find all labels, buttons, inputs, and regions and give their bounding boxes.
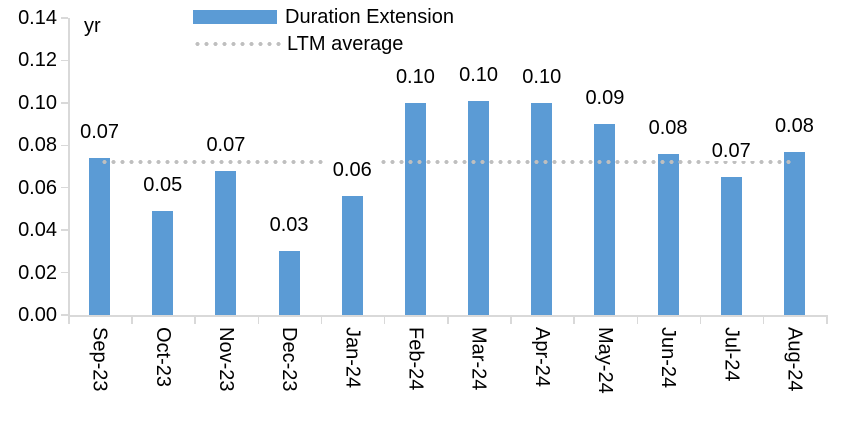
bar-apr-24 bbox=[531, 102, 553, 315]
x-axis-tick-mark bbox=[194, 315, 196, 324]
y-axis-tick-mark bbox=[61, 59, 68, 62]
legend-series-label: Duration Extension bbox=[285, 5, 454, 28]
x-axis-tick-mark bbox=[320, 315, 323, 324]
x-axis-category-label: Oct-23 bbox=[151, 327, 174, 388]
x-axis-tick-mark bbox=[510, 315, 512, 324]
bar-value-label: 0.05 bbox=[134, 175, 191, 196]
x-axis-category-label: Apr-24 bbox=[530, 327, 553, 388]
x-axis-category-label: Jan-24 bbox=[341, 327, 364, 389]
y-axis-tick-label: 0.02 bbox=[18, 261, 57, 284]
x-axis-category-label: May-24 bbox=[593, 327, 616, 394]
y-axis-tick-label: 0.12 bbox=[18, 49, 57, 72]
legend-bar-swatch-icon bbox=[193, 9, 277, 24]
y-axis-tick-mark bbox=[61, 186, 68, 189]
y-axis-tick-mark bbox=[61, 144, 68, 147]
bar-value-label: 0.10 bbox=[387, 66, 444, 87]
y-axis-tick-mark bbox=[61, 229, 68, 231]
x-axis-category-label: Mar-24 bbox=[467, 327, 490, 391]
x-axis-tick-mark bbox=[68, 315, 70, 324]
x-axis-category-label: Nov-23 bbox=[214, 327, 237, 392]
bar-value-label: 0.10 bbox=[513, 66, 570, 87]
y-axis-tick-label: 0.00 bbox=[18, 304, 57, 326]
x-axis-tick-mark bbox=[131, 315, 133, 324]
bar-jun-24 bbox=[657, 153, 679, 315]
x-axis-tick-mark bbox=[383, 315, 386, 324]
bar-value-label: 0.07 bbox=[703, 141, 760, 162]
x-axis-category-label: Dec-23 bbox=[278, 327, 301, 392]
x-axis-tick-mark bbox=[573, 315, 575, 324]
x-axis-category-label: Aug-24 bbox=[783, 327, 806, 392]
bar-feb-24 bbox=[404, 102, 426, 315]
x-axis-tick-mark bbox=[762, 315, 765, 324]
y-axis-tick-mark bbox=[61, 271, 68, 274]
x-axis-tick-mark bbox=[826, 315, 828, 324]
bar-aug-24 bbox=[783, 151, 805, 315]
bar-jul-24 bbox=[720, 177, 742, 315]
ltm-average-line bbox=[99, 160, 795, 165]
bar-value-label: 0.10 bbox=[450, 64, 507, 85]
bar-nov-23 bbox=[215, 170, 237, 315]
bar-value-label: 0.09 bbox=[576, 88, 633, 109]
y-axis-unit-label: yr bbox=[84, 15, 101, 37]
bar-mar-24 bbox=[468, 100, 490, 315]
x-axis-tick-mark bbox=[257, 315, 259, 324]
bar-value-label: 0.07 bbox=[197, 134, 254, 155]
x-axis-tick-mark bbox=[636, 315, 638, 324]
legend-average-label: LTM average bbox=[287, 32, 404, 55]
bar-may-24 bbox=[594, 124, 616, 315]
x-axis-category-label: Jun-24 bbox=[657, 327, 680, 389]
legend-item-duration-extension: Duration Extension bbox=[193, 3, 454, 30]
x-axis-tick-mark bbox=[447, 315, 449, 324]
y-axis-tick-label: 0.10 bbox=[18, 91, 57, 114]
y-axis-line bbox=[68, 18, 70, 315]
bar-value-label: 0.03 bbox=[261, 215, 318, 236]
bar-sep-23 bbox=[89, 158, 111, 315]
bar-value-label: 0.08 bbox=[766, 115, 823, 136]
chart-legend: Duration Extension LTM average bbox=[193, 3, 454, 57]
x-axis-category-label: Feb-24 bbox=[404, 327, 427, 391]
y-axis-tick-mark bbox=[61, 314, 68, 316]
y-axis-tick-mark bbox=[61, 17, 68, 19]
x-axis-category-label: Jul-24 bbox=[720, 327, 743, 382]
legend-item-ltm-average: LTM average bbox=[193, 30, 454, 57]
y-axis-tick-label: 0.06 bbox=[18, 176, 57, 199]
bar-jan-24 bbox=[341, 196, 363, 315]
x-axis-category-label: Sep-23 bbox=[88, 327, 111, 392]
x-axis-tick-mark bbox=[699, 315, 702, 324]
bar-value-label: 0.06 bbox=[324, 160, 381, 181]
bar-dec-23 bbox=[278, 251, 300, 315]
legend-dotted-line-icon bbox=[193, 41, 281, 46]
y-axis-tick-label: 0.04 bbox=[18, 219, 57, 242]
bar-oct-23 bbox=[152, 211, 174, 315]
y-axis-tick-mark bbox=[61, 102, 68, 104]
bar-value-label: 0.08 bbox=[640, 117, 697, 138]
bar-value-label: 0.07 bbox=[71, 122, 128, 142]
y-axis-tick-label: 0.14 bbox=[18, 7, 57, 29]
y-axis-tick-label: 0.08 bbox=[18, 134, 57, 157]
